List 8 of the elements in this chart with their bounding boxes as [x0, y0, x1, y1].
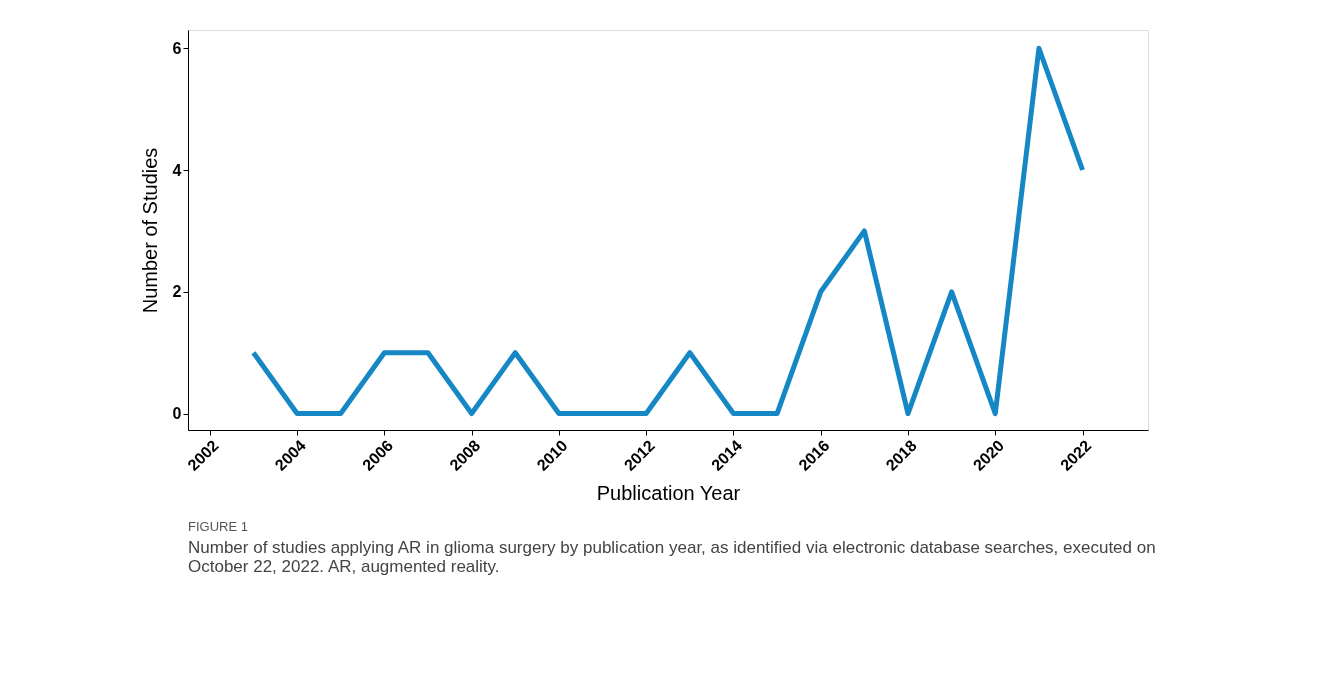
caption: FIGURE 1 [188, 519, 248, 535]
y-tick-label: 4 [172, 161, 182, 179]
y-tick-label: 0 [172, 405, 182, 423]
text: Number of studies applying AR in glioma surgery by publication year, as identified via electronic database searches, executed on October 22, 2022. AR, augmented reality. [188, 538, 1156, 577]
y-tick-label: 6 [172, 39, 182, 57]
y-axis-title: Number of Studies [138, 147, 161, 314]
y-tick-label: 2 [172, 283, 182, 301]
x-axis-title: Publication Year [596, 481, 741, 504]
